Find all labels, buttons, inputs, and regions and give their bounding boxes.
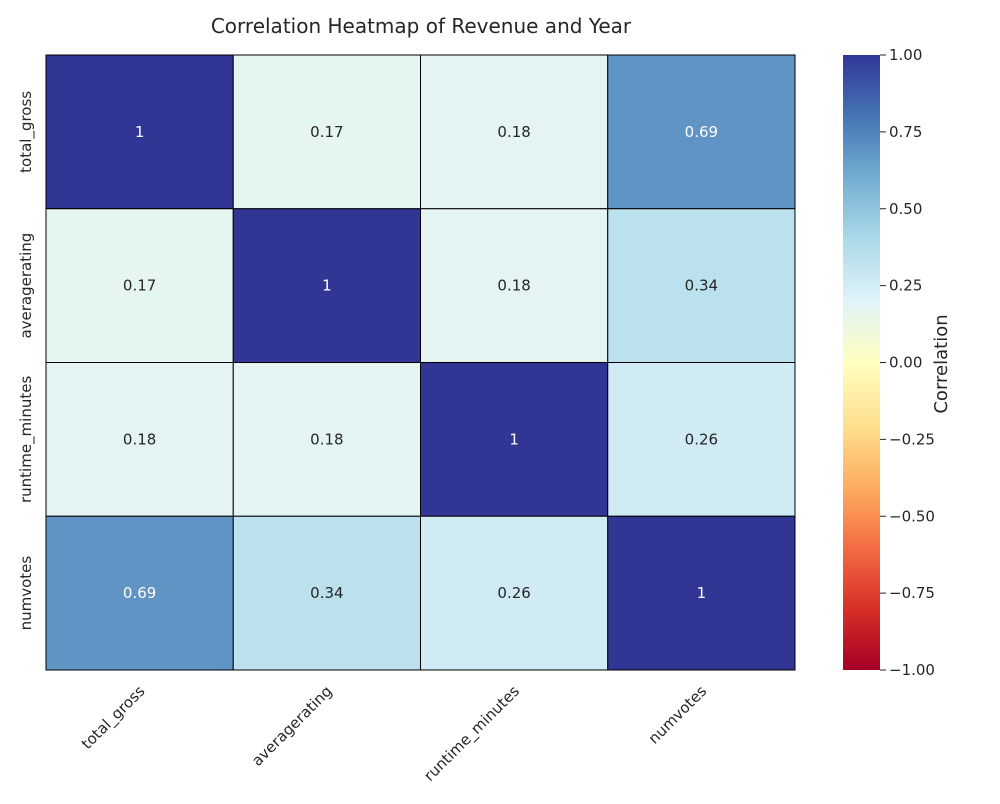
colorbar-gradient	[843, 55, 880, 670]
cell-value-label-1-0: 0.17	[123, 277, 156, 295]
y-tick-label-1: averagerating	[17, 233, 35, 339]
cell-value-label-1-2: 0.18	[497, 277, 530, 295]
cell-value-label-2-3: 0.26	[685, 430, 718, 448]
cell-value-label-1-1: 1	[322, 277, 332, 295]
y-tick-label-3: numvotes	[17, 556, 35, 631]
heatmap-cells	[45, 54, 796, 671]
heatmap-cell-1-1	[232, 208, 421, 363]
colorbar-tick-label-1: 0.75	[889, 123, 922, 141]
heatmap-cell-3-2	[420, 515, 609, 671]
cell-value-label-0-3: 0.69	[685, 123, 718, 141]
colorbar-ticks: 1.00 0.75 0.50 0.25 0.00 −0.25 −0.50 −0.75 −1.00	[880, 46, 935, 679]
colorbar-tick-label-3: 0.25	[889, 277, 922, 295]
x-axis-ticks: total_gross averagerating runtime_minutes n…	[78, 682, 711, 786]
cell-value-label-0-2: 0.18	[497, 123, 530, 141]
cell-value-label-1-3: 0.34	[685, 277, 718, 295]
x-tick-label-2: runtime_minutes	[420, 682, 524, 786]
colorbar-tick-label-7: −0.75	[889, 584, 935, 602]
colorbar-tick-label-0: 1.00	[889, 46, 922, 64]
heatmap-cell-0-2	[420, 54, 609, 210]
heatmap-cell-3-3	[607, 515, 796, 671]
cell-value-label-3-2: 0.26	[497, 584, 530, 602]
cell-value-label-0-1: 0.17	[310, 123, 343, 141]
colorbar-tick-label-8: −1.00	[889, 661, 935, 679]
heatmap-cell-2-3	[607, 362, 796, 517]
chart-title: Correlation Heatmap of Revenue and Year	[211, 14, 632, 38]
heatmap-cell-2-1	[232, 362, 421, 517]
cell-value-label-3-3: 1	[697, 584, 707, 602]
colorbar-tick-label-5: −0.25	[889, 430, 935, 448]
x-tick-label-3: numvotes	[645, 682, 711, 748]
heatmap-cell-1-2	[420, 208, 609, 363]
cell-value-label-2-2: 1	[509, 430, 519, 448]
y-tick-label-2: runtime_minutes	[17, 376, 36, 503]
heatmap-cell-0-3	[607, 54, 796, 210]
heatmap-cell-0-0	[45, 54, 234, 210]
x-tick-label-0: total_gross	[78, 682, 150, 754]
x-tick-label-1: averagerating	[248, 682, 336, 770]
y-axis-ticks: total_gross averagerating runtime_minutesn…	[17, 91, 36, 631]
heatmap-cell-labels: 1 0.17 0.18 0.69 0.17 1 0.18 0.34 0.18 0.18 1 0.26 0…	[123, 123, 718, 602]
cell-value-label-2-1: 0.18	[310, 430, 343, 448]
heatmap-cell-0-1	[232, 54, 421, 210]
cell-value-label-2-0: 0.18	[123, 430, 156, 448]
colorbar-tick-label-2: 0.50	[889, 200, 922, 218]
heatmap-cell-1-3	[607, 208, 796, 363]
heatmap-cell-1-0	[45, 208, 234, 363]
cell-value-label-0-0: 1	[135, 123, 145, 141]
colorbar-label: Correlation	[931, 314, 952, 413]
cell-value-label-3-1: 0.34	[310, 584, 343, 602]
heatmap-cell-3-0	[45, 515, 234, 671]
colorbar-tick-label-4: 0.00	[889, 354, 922, 372]
colorbar: 1.00 0.75 0.50 0.25 0.00 −0.25 −0.50 −0.75 −1.00…	[843, 46, 952, 679]
heatmap-cell-3-1	[232, 515, 421, 671]
colorbar-tick-label-6: −0.50	[889, 507, 935, 525]
cell-value-label-3-0: 0.69	[123, 584, 156, 602]
y-tick-label-0: total_gross	[17, 91, 36, 173]
